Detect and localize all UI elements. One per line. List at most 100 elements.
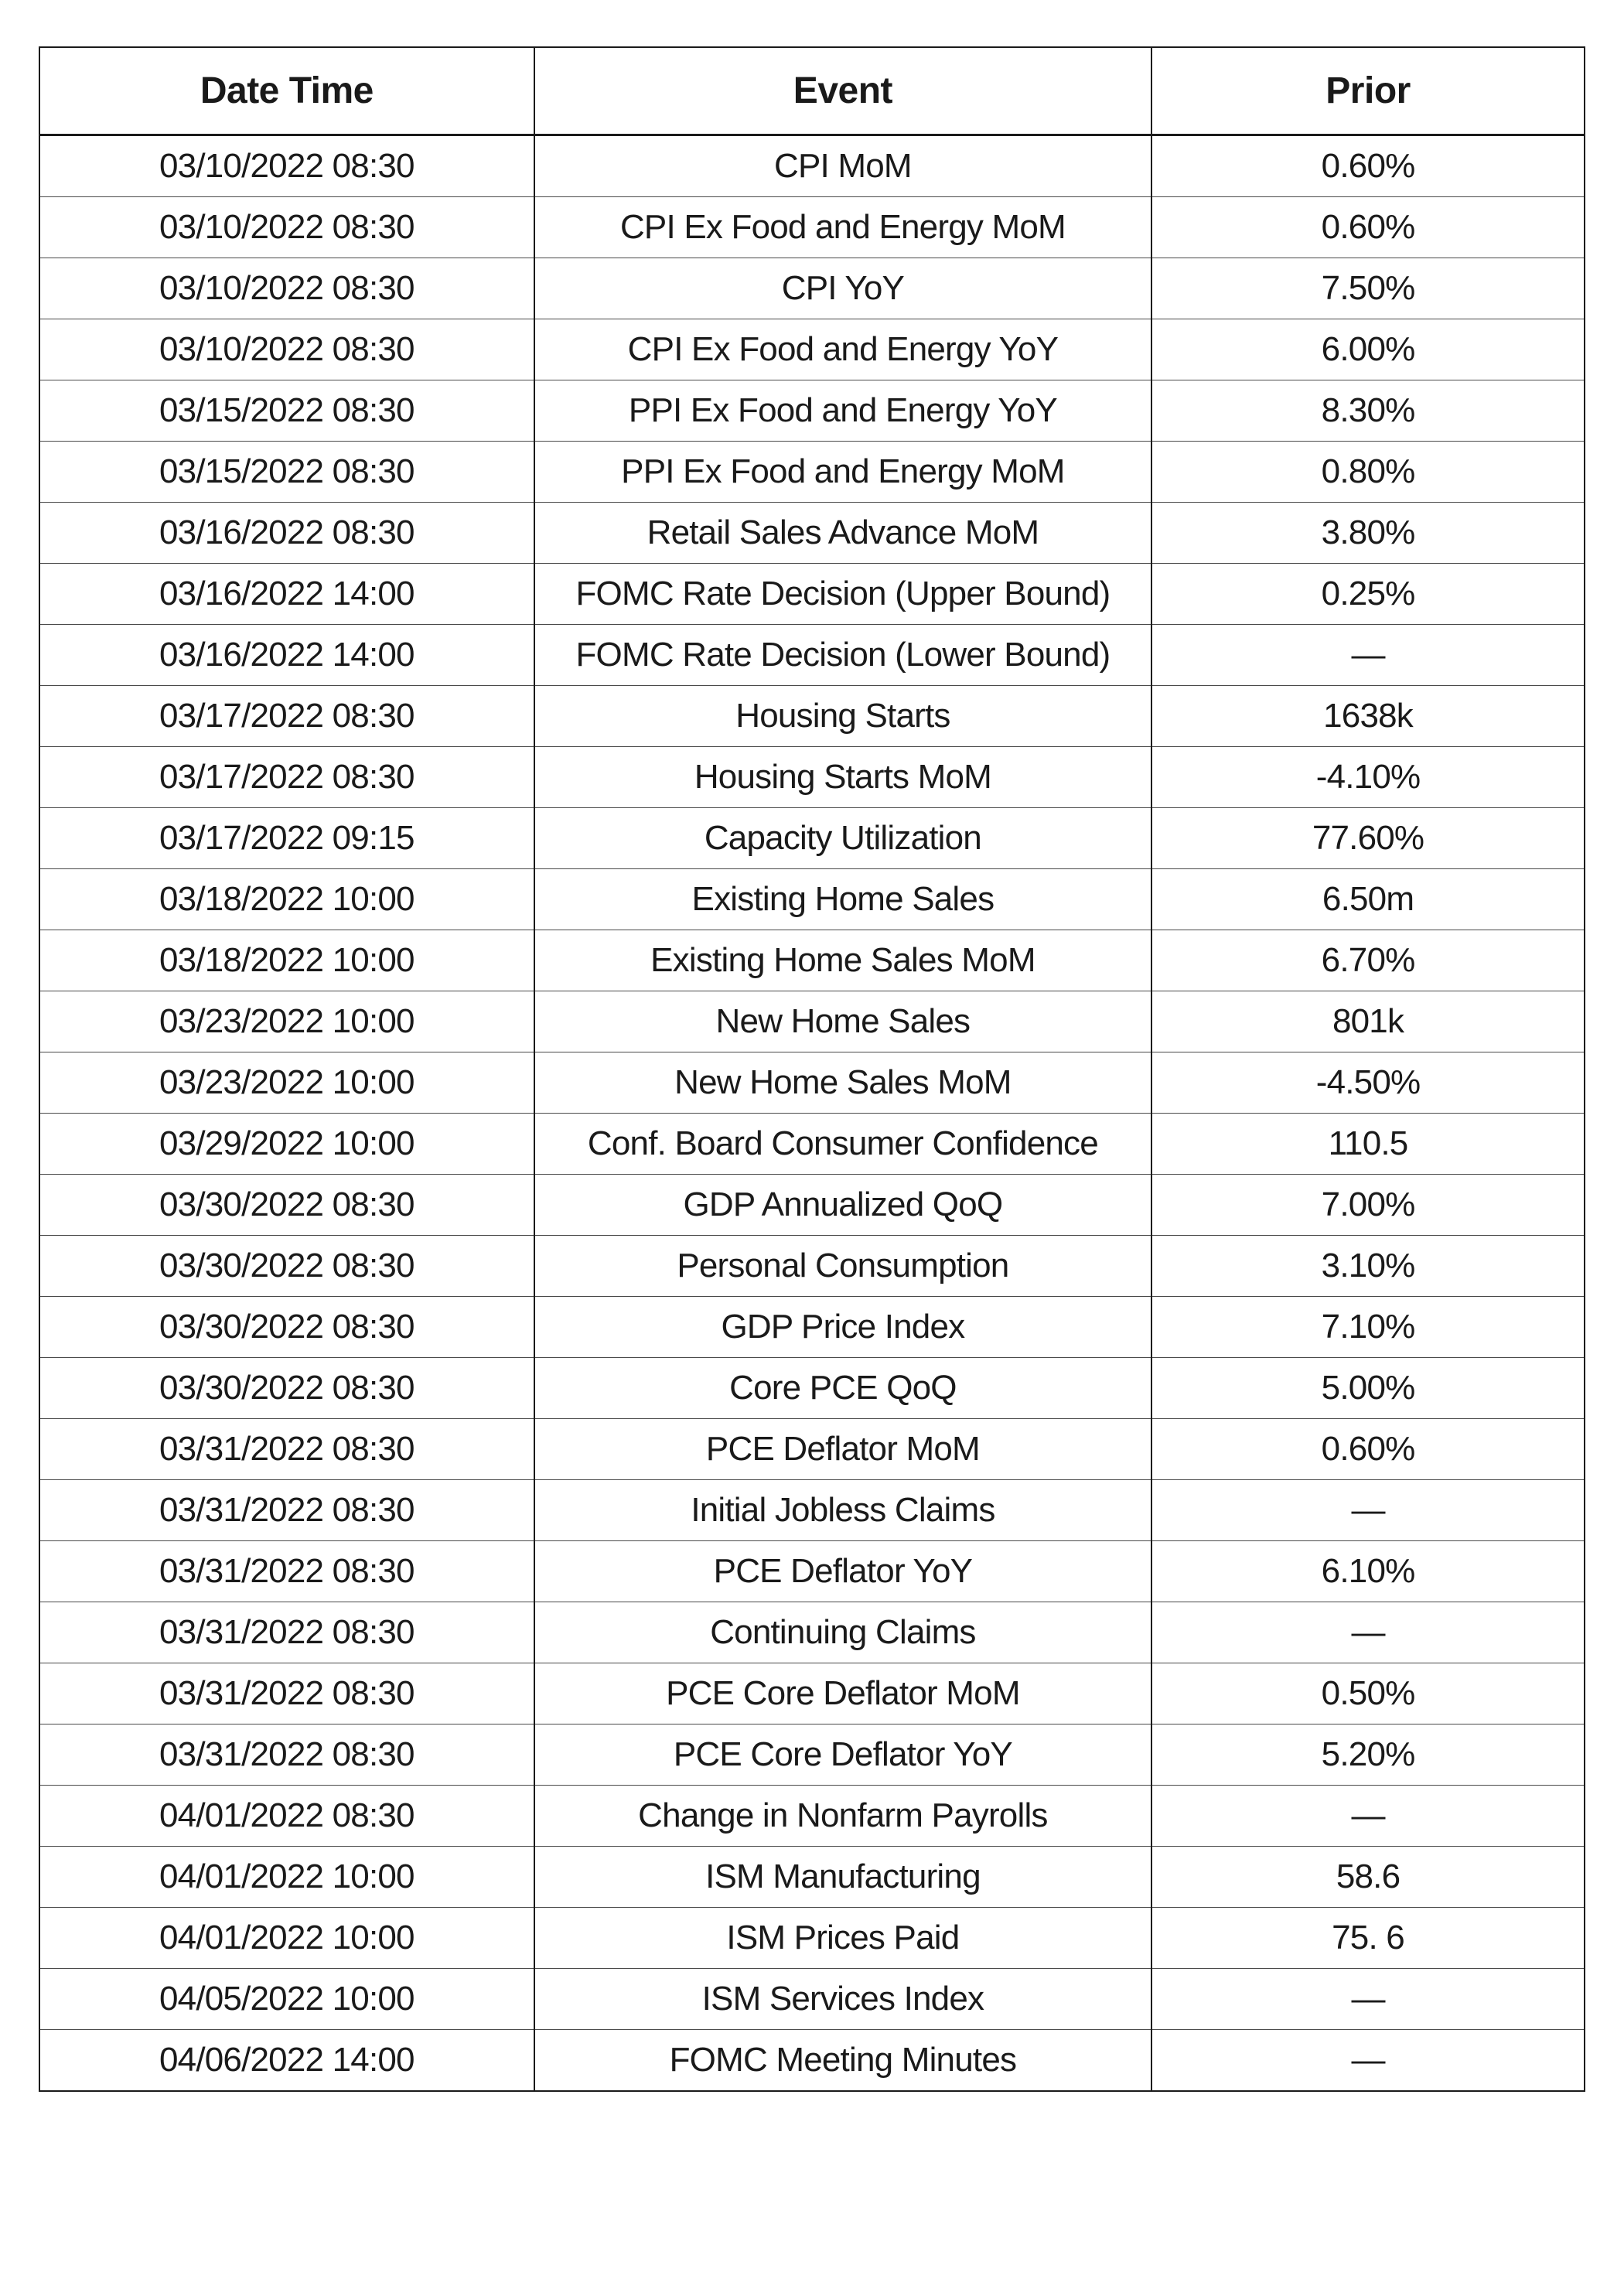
cell-prior: 801k — [1151, 991, 1584, 1052]
table-row: 03/29/2022 10:00Conf. Board Consumer Con… — [40, 1114, 1584, 1175]
table-row: 03/16/2022 08:30Retail Sales Advance MoM… — [40, 503, 1584, 564]
cell-event: PPI Ex Food and Energy MoM — [534, 442, 1151, 503]
cell-datetime: 03/18/2022 10:00 — [40, 930, 534, 991]
table-row: 03/16/2022 14:00FOMC Rate Decision (Lowe… — [40, 625, 1584, 686]
table-row: 03/16/2022 14:00FOMC Rate Decision (Uppe… — [40, 564, 1584, 625]
cell-datetime: 04/01/2022 10:00 — [40, 1908, 534, 1969]
cell-prior: 0.60% — [1151, 197, 1584, 258]
table-row: 03/31/2022 08:30Initial Jobless Claims— — [40, 1480, 1584, 1541]
table-row: 03/23/2022 10:00New Home Sales MoM-4.50% — [40, 1052, 1584, 1114]
cell-event: Existing Home Sales MoM — [534, 930, 1151, 991]
cell-event: Housing Starts — [534, 686, 1151, 747]
cell-prior: 3.10% — [1151, 1236, 1584, 1297]
cell-datetime: 03/16/2022 08:30 — [40, 503, 534, 564]
table-row: 03/10/2022 08:30CPI YoY7.50% — [40, 258, 1584, 319]
table-row: 03/30/2022 08:30GDP Price Index7.10% — [40, 1297, 1584, 1358]
cell-datetime: 03/17/2022 08:30 — [40, 747, 534, 808]
header-event: Event — [534, 48, 1151, 135]
cell-datetime: 03/15/2022 08:30 — [40, 442, 534, 503]
cell-event: Change in Nonfarm Payrolls — [534, 1786, 1151, 1847]
data-table: Date Time Event Prior 03/10/2022 08:30CP… — [40, 48, 1584, 2090]
cell-event: Existing Home Sales — [534, 869, 1151, 930]
table-row: 03/30/2022 08:30GDP Annualized QoQ7.00% — [40, 1175, 1584, 1236]
cell-datetime: 03/31/2022 08:30 — [40, 1724, 534, 1786]
cell-prior: 0.80% — [1151, 442, 1584, 503]
cell-prior: -4.50% — [1151, 1052, 1584, 1114]
cell-datetime: 03/17/2022 08:30 — [40, 686, 534, 747]
cell-event: CPI Ex Food and Energy YoY — [534, 319, 1151, 380]
table-row: 03/31/2022 08:30PCE Core Deflator YoY5.2… — [40, 1724, 1584, 1786]
cell-datetime: 03/31/2022 08:30 — [40, 1602, 534, 1663]
cell-event: New Home Sales MoM — [534, 1052, 1151, 1114]
cell-prior: 5.00% — [1151, 1358, 1584, 1419]
cell-event: Personal Consumption — [534, 1236, 1151, 1297]
table-row: 03/18/2022 10:00Existing Home Sales6.50m — [40, 869, 1584, 930]
cell-datetime: 03/23/2022 10:00 — [40, 991, 534, 1052]
cell-event: PCE Core Deflator MoM — [534, 1663, 1151, 1724]
table-row: 03/31/2022 08:30Continuing Claims— — [40, 1602, 1584, 1663]
table-row: 04/01/2022 10:00ISM Manufacturing58.6 — [40, 1847, 1584, 1908]
cell-prior: — — [1151, 625, 1584, 686]
cell-event: FOMC Rate Decision (Upper Bound) — [534, 564, 1151, 625]
header-prior: Prior — [1151, 48, 1584, 135]
cell-datetime: 03/23/2022 10:00 — [40, 1052, 534, 1114]
cell-datetime: 03/31/2022 08:30 — [40, 1663, 534, 1724]
cell-datetime: 03/10/2022 08:30 — [40, 258, 534, 319]
cell-prior: 0.50% — [1151, 1663, 1584, 1724]
cell-event: CPI YoY — [534, 258, 1151, 319]
cell-event: Housing Starts MoM — [534, 747, 1151, 808]
table-row: 03/17/2022 08:30Housing Starts MoM-4.10% — [40, 747, 1584, 808]
cell-event: FOMC Rate Decision (Lower Bound) — [534, 625, 1151, 686]
cell-event: Conf. Board Consumer Confidence — [534, 1114, 1151, 1175]
cell-prior: — — [1151, 1602, 1584, 1663]
table-body: 03/10/2022 08:30CPI MoM0.60%03/10/2022 0… — [40, 135, 1584, 2091]
cell-prior: — — [1151, 2030, 1584, 2091]
cell-event: Continuing Claims — [534, 1602, 1151, 1663]
table-row: 03/31/2022 08:30PCE Deflator MoM0.60% — [40, 1419, 1584, 1480]
cell-datetime: 04/01/2022 10:00 — [40, 1847, 534, 1908]
cell-event: Retail Sales Advance MoM — [534, 503, 1151, 564]
cell-datetime: 03/31/2022 08:30 — [40, 1480, 534, 1541]
cell-prior: — — [1151, 1969, 1584, 2030]
cell-datetime: 03/10/2022 08:30 — [40, 197, 534, 258]
cell-prior: 0.60% — [1151, 1419, 1584, 1480]
cell-datetime: 04/01/2022 08:30 — [40, 1786, 534, 1847]
table-row: 03/10/2022 08:30CPI MoM0.60% — [40, 135, 1584, 197]
cell-event: PPI Ex Food and Energy YoY — [534, 380, 1151, 442]
table-row: 03/18/2022 10:00Existing Home Sales MoM6… — [40, 930, 1584, 991]
cell-datetime: 03/16/2022 14:00 — [40, 625, 534, 686]
cell-event: ISM Prices Paid — [534, 1908, 1151, 1969]
cell-prior: — — [1151, 1786, 1584, 1847]
cell-datetime: 03/31/2022 08:30 — [40, 1541, 534, 1602]
cell-event: Core PCE QoQ — [534, 1358, 1151, 1419]
table-row: 03/30/2022 08:30Personal Consumption3.10… — [40, 1236, 1584, 1297]
table-row: 03/10/2022 08:30CPI Ex Food and Energy Y… — [40, 319, 1584, 380]
cell-prior: 3.80% — [1151, 503, 1584, 564]
table-row: 03/15/2022 08:30PPI Ex Food and Energy M… — [40, 442, 1584, 503]
cell-prior: 6.10% — [1151, 1541, 1584, 1602]
cell-prior: 75. 6 — [1151, 1908, 1584, 1969]
header-row: Date Time Event Prior — [40, 48, 1584, 135]
cell-datetime: 03/10/2022 08:30 — [40, 135, 534, 197]
table-row: 03/17/2022 08:30Housing Starts1638k — [40, 686, 1584, 747]
cell-prior: 77.60% — [1151, 808, 1584, 869]
cell-prior: 0.60% — [1151, 135, 1584, 197]
cell-datetime: 03/15/2022 08:30 — [40, 380, 534, 442]
cell-prior: 58.6 — [1151, 1847, 1584, 1908]
table-row: 03/17/2022 09:15Capacity Utilization77.6… — [40, 808, 1584, 869]
cell-datetime: 03/10/2022 08:30 — [40, 319, 534, 380]
cell-datetime: 03/17/2022 09:15 — [40, 808, 534, 869]
cell-datetime: 03/30/2022 08:30 — [40, 1297, 534, 1358]
cell-event: GDP Price Index — [534, 1297, 1151, 1358]
cell-event: PCE Core Deflator YoY — [534, 1724, 1151, 1786]
cell-datetime: 04/05/2022 10:00 — [40, 1969, 534, 2030]
cell-prior: 6.00% — [1151, 319, 1584, 380]
cell-event: FOMC Meeting Minutes — [534, 2030, 1151, 2091]
cell-prior: 7.10% — [1151, 1297, 1584, 1358]
cell-event: ISM Services Index — [534, 1969, 1151, 2030]
table-header: Date Time Event Prior — [40, 48, 1584, 135]
cell-prior: 5.20% — [1151, 1724, 1584, 1786]
cell-datetime: 03/31/2022 08:30 — [40, 1419, 534, 1480]
cell-datetime: 03/16/2022 14:00 — [40, 564, 534, 625]
cell-prior: 1638k — [1151, 686, 1584, 747]
